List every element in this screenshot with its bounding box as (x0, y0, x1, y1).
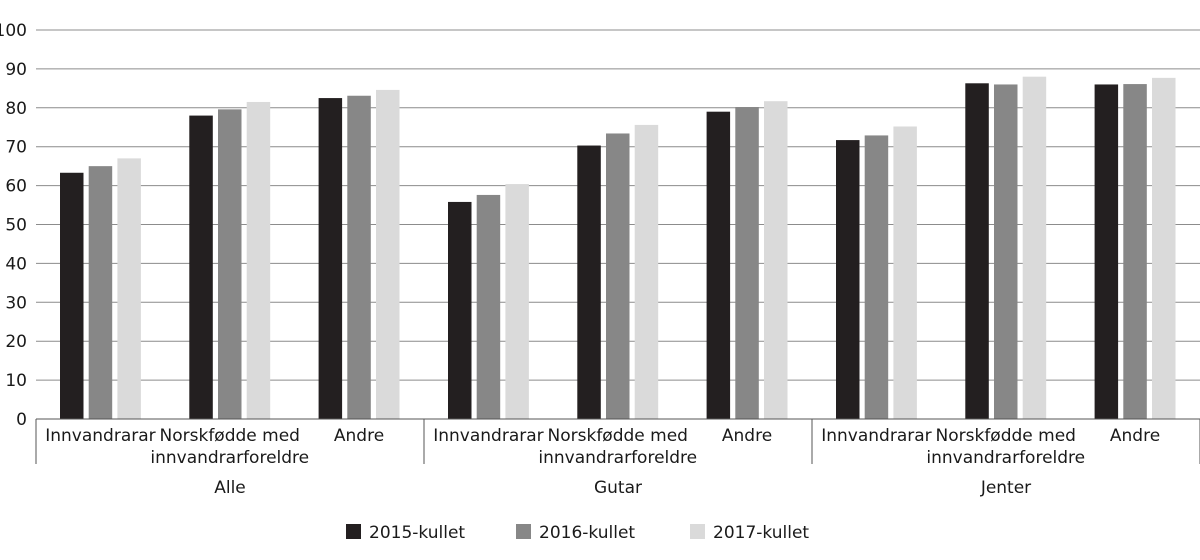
bar-2016-kullet (88, 166, 113, 419)
bar-2015-kullet (318, 98, 343, 419)
y-tick-label: 50 (5, 216, 27, 236)
bar-2015-kullet (836, 140, 860, 419)
group-label: Gutar (594, 478, 642, 498)
category-label: Andre (1110, 426, 1160, 446)
bar-2016-kullet (1123, 84, 1147, 420)
y-axis-tick-labels: 0 10 20 30 40 50 60 70 80 90 100 (0, 21, 27, 430)
category-label: Andre (334, 426, 384, 446)
legend-label: 2015-kullet (369, 523, 465, 543)
bar-2017-kullet (117, 158, 141, 419)
y-tick-label: 20 (5, 332, 27, 352)
legend-swatch (516, 524, 531, 539)
bar-2017-kullet (764, 101, 788, 419)
category-label: Innvandrarar (45, 426, 155, 446)
bar-2017-kullet (505, 184, 529, 419)
category-label: Norskfødde med (548, 426, 688, 446)
bar-2016-kullet (218, 109, 242, 419)
y-tick-label: 80 (5, 99, 27, 119)
bar-2015-kullet (60, 172, 84, 419)
category-label: Norskfødde med (160, 426, 300, 446)
y-tick-label: 40 (5, 254, 27, 274)
legend-label: 2016-kullet (539, 523, 635, 543)
y-tick-label: 90 (5, 60, 27, 80)
bars (60, 76, 1176, 420)
bar-2017-kullet (634, 124, 659, 419)
bar-2017-kullet (893, 126, 917, 420)
bar-2015-kullet (1094, 84, 1119, 420)
bar-2016-kullet (864, 135, 889, 419)
category-label: innvandrarforeldre (150, 448, 309, 468)
category-label: innvandrarforeldre (926, 448, 1085, 468)
bar-2017-kullet (246, 101, 271, 419)
category-label: Innvandrarar (433, 426, 543, 446)
bar-2016-kullet (735, 107, 759, 419)
bar-2015-kullet (706, 111, 731, 419)
legend-swatch (346, 524, 361, 539)
category-label: Innvandrarar (821, 426, 931, 446)
bar-2015-kullet (189, 115, 213, 419)
category-label: innvandrarforeldre (538, 448, 697, 468)
y-tick-label: 0 (16, 410, 27, 430)
bar-2015-kullet (448, 201, 472, 419)
bar-2017-kullet (376, 89, 400, 419)
category-label: Norskfødde med (936, 426, 1076, 446)
legend-swatch (690, 524, 705, 539)
group-label: Alle (214, 478, 246, 498)
y-tick-label: 70 (5, 138, 27, 158)
category-label: Andre (722, 426, 772, 446)
y-tick-label: 100 (0, 21, 27, 41)
bar-2015-kullet (965, 83, 989, 419)
x-axis: Innvandrarar Norskfødde medinnvandrarfore… (35, 418, 1200, 498)
bar-2017-kullet (1022, 76, 1047, 420)
legend: 2015-kullet 2016-kullet 2017-kullet (346, 523, 809, 543)
bar-2017-kullet (1152, 77, 1176, 420)
y-tick-label: 10 (5, 371, 27, 391)
y-tick-label: 30 (5, 293, 27, 313)
bar-2016-kullet (347, 95, 371, 419)
group-label: Jenter (980, 478, 1031, 498)
bar-2016-kullet (606, 133, 630, 419)
legend-label: 2017-kullet (713, 523, 809, 543)
bar-2016-kullet (476, 194, 501, 419)
bar-2015-kullet (577, 145, 601, 419)
bar-2016-kullet (994, 84, 1018, 420)
y-tick-label: 60 (5, 177, 27, 197)
